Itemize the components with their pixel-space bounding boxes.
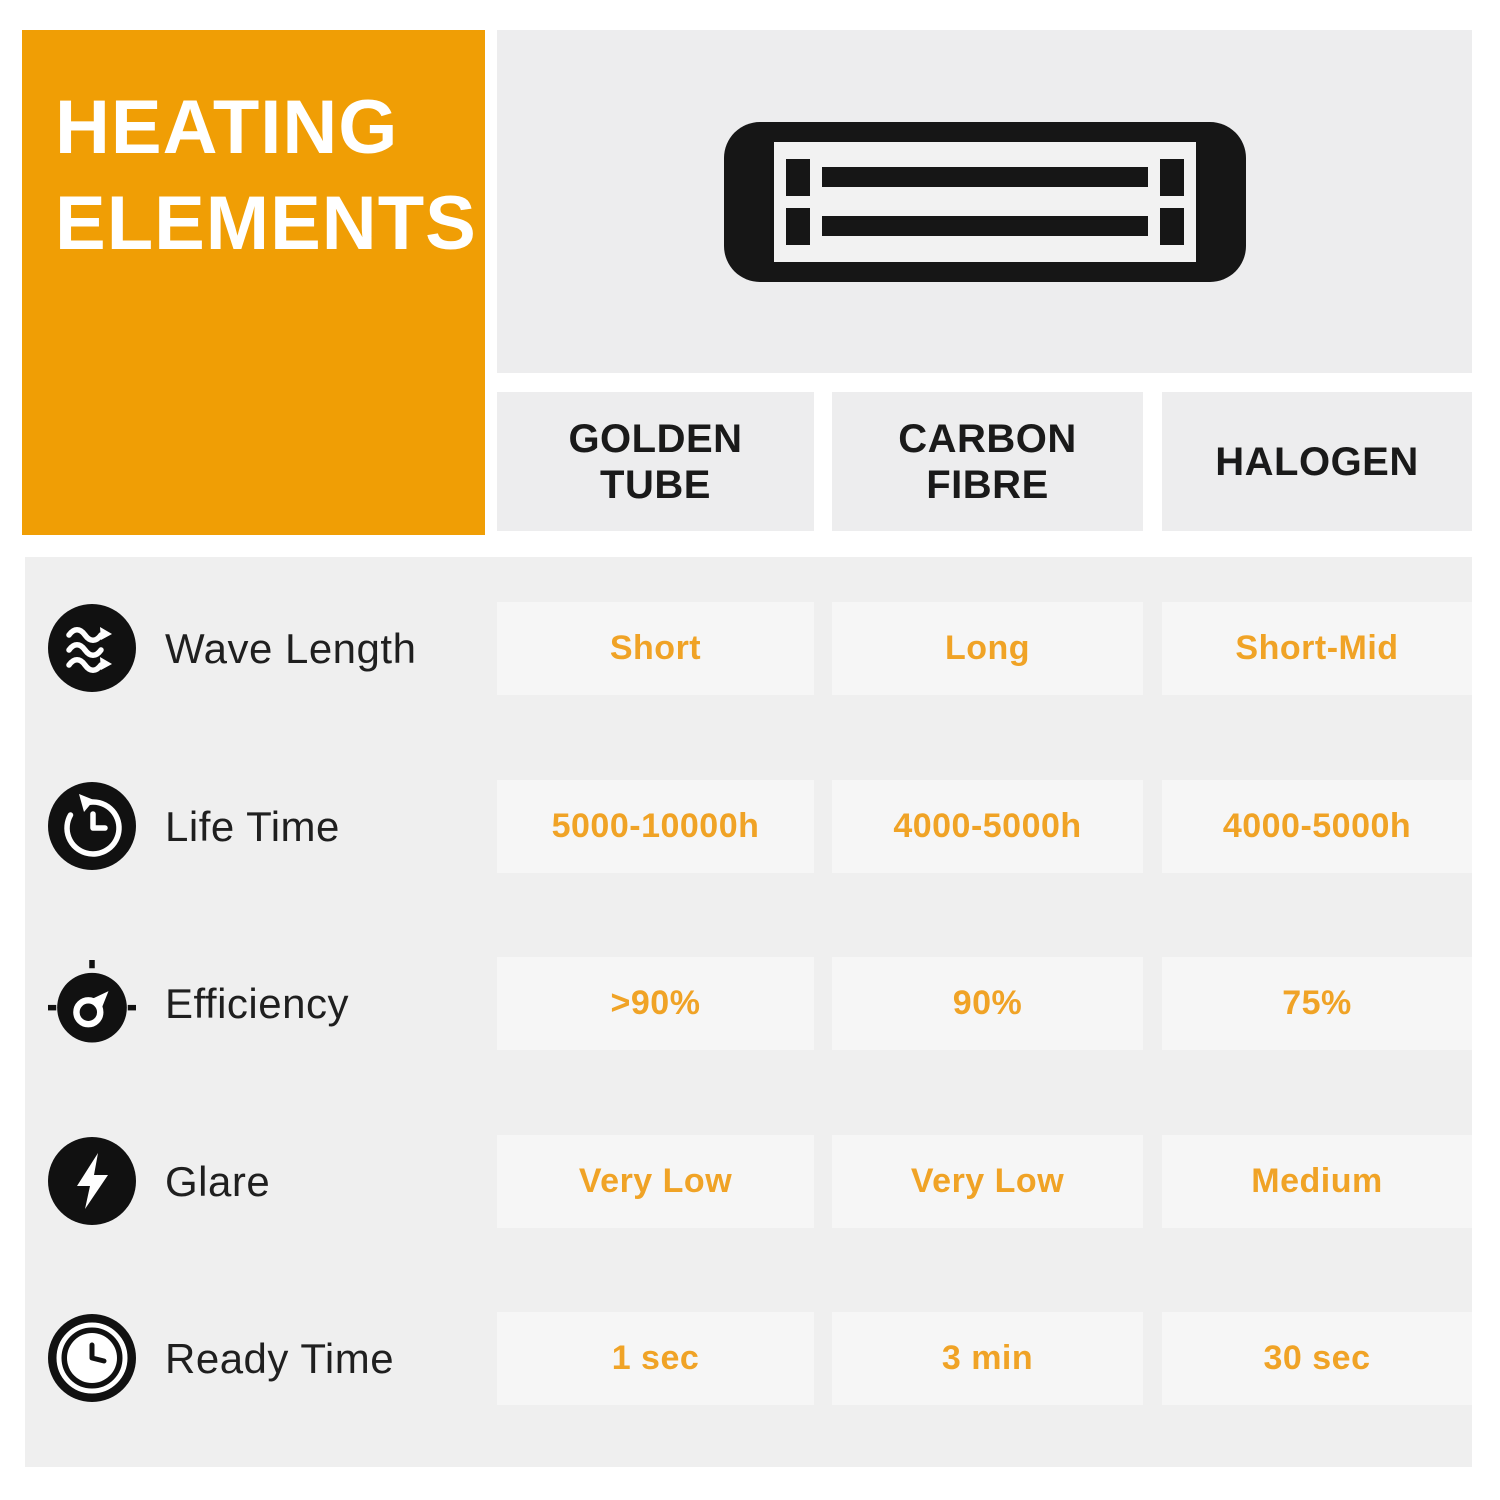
cell-value: 3 min — [941, 1339, 1034, 1377]
column-header-label: HALOGEN — [1215, 439, 1419, 484]
page-title-line1: HEATING — [55, 85, 399, 170]
cell-value: >90% — [610, 984, 701, 1022]
cell-value: Short-Mid — [1235, 629, 1399, 667]
cell-value: 1 sec — [611, 1339, 700, 1377]
row-label-ready-time: Ready Time — [165, 1334, 395, 1382]
life-time-clock-icon — [48, 782, 136, 870]
cell-value: 4000-5000h — [893, 807, 1082, 845]
column-header-carbon-fibre: CARBON FIBRE — [832, 392, 1143, 531]
page-title-line2: ELEMENTS — [55, 181, 477, 266]
cell-value: Long — [944, 629, 1031, 667]
efficiency-gauge-icon — [48, 960, 136, 1043]
column-header-golden-tube: GOLDEN TUBE — [497, 392, 814, 531]
cell-life-time-carbon-fibre: 4000-5000h — [832, 780, 1143, 873]
column-header-label: CARBON FIBRE — [898, 416, 1077, 507]
cell-efficiency-carbon-fibre: 90% — [832, 957, 1143, 1050]
cell-wave-length-carbon-fibre: Long — [832, 602, 1143, 695]
cell-value: Very Low — [910, 1162, 1065, 1200]
cell-glare-halogen: Medium — [1162, 1135, 1472, 1228]
row-label-efficiency: Efficiency — [165, 979, 349, 1027]
cell-value: 90% — [952, 984, 1023, 1022]
cell-value: 30 sec — [1263, 1339, 1371, 1377]
row-label-wave-length: Wave Length — [165, 624, 417, 672]
cell-wave-length-halogen: Short-Mid — [1162, 602, 1472, 695]
cell-life-time-halogen: 4000-5000h — [1162, 780, 1472, 873]
cell-value: 4000-5000h — [1222, 807, 1412, 845]
cell-value: Short — [609, 629, 702, 667]
cell-glare-carbon-fibre: Very Low — [832, 1135, 1143, 1228]
cell-value: Very Low — [578, 1162, 733, 1200]
cell-glare-golden-tube: Very Low — [497, 1135, 814, 1228]
cell-wave-length-golden-tube: Short — [497, 602, 814, 695]
cell-ready-time-halogen: 30 sec — [1162, 1312, 1472, 1405]
infrared-heater-icon — [723, 121, 1246, 282]
cell-efficiency-golden-tube: >90% — [497, 957, 814, 1050]
glare-bolt-icon — [48, 1137, 136, 1225]
cell-value: Medium — [1251, 1162, 1383, 1200]
cell-value: 75% — [1282, 984, 1352, 1022]
column-header-label: GOLDEN TUBE — [568, 416, 743, 507]
cell-life-time-golden-tube: 5000-10000h — [497, 780, 814, 873]
row-label-glare: Glare — [165, 1157, 271, 1205]
wave-length-icon — [48, 604, 136, 692]
cell-ready-time-carbon-fibre: 3 min — [832, 1312, 1143, 1405]
column-header-halogen: HALOGEN — [1162, 392, 1472, 531]
cell-efficiency-halogen: 75% — [1162, 957, 1472, 1050]
row-label-life-time: Life Time — [165, 802, 340, 850]
title-block: HEATING ELEMENTS — [22, 30, 485, 535]
heater-illustration-panel — [497, 30, 1472, 373]
cell-value: 5000-10000h — [551, 807, 760, 845]
ready-time-clock-icon — [48, 1314, 136, 1402]
page-title: HEATING ELEMENTS — [55, 80, 477, 272]
cell-ready-time-golden-tube: 1 sec — [497, 1312, 814, 1405]
